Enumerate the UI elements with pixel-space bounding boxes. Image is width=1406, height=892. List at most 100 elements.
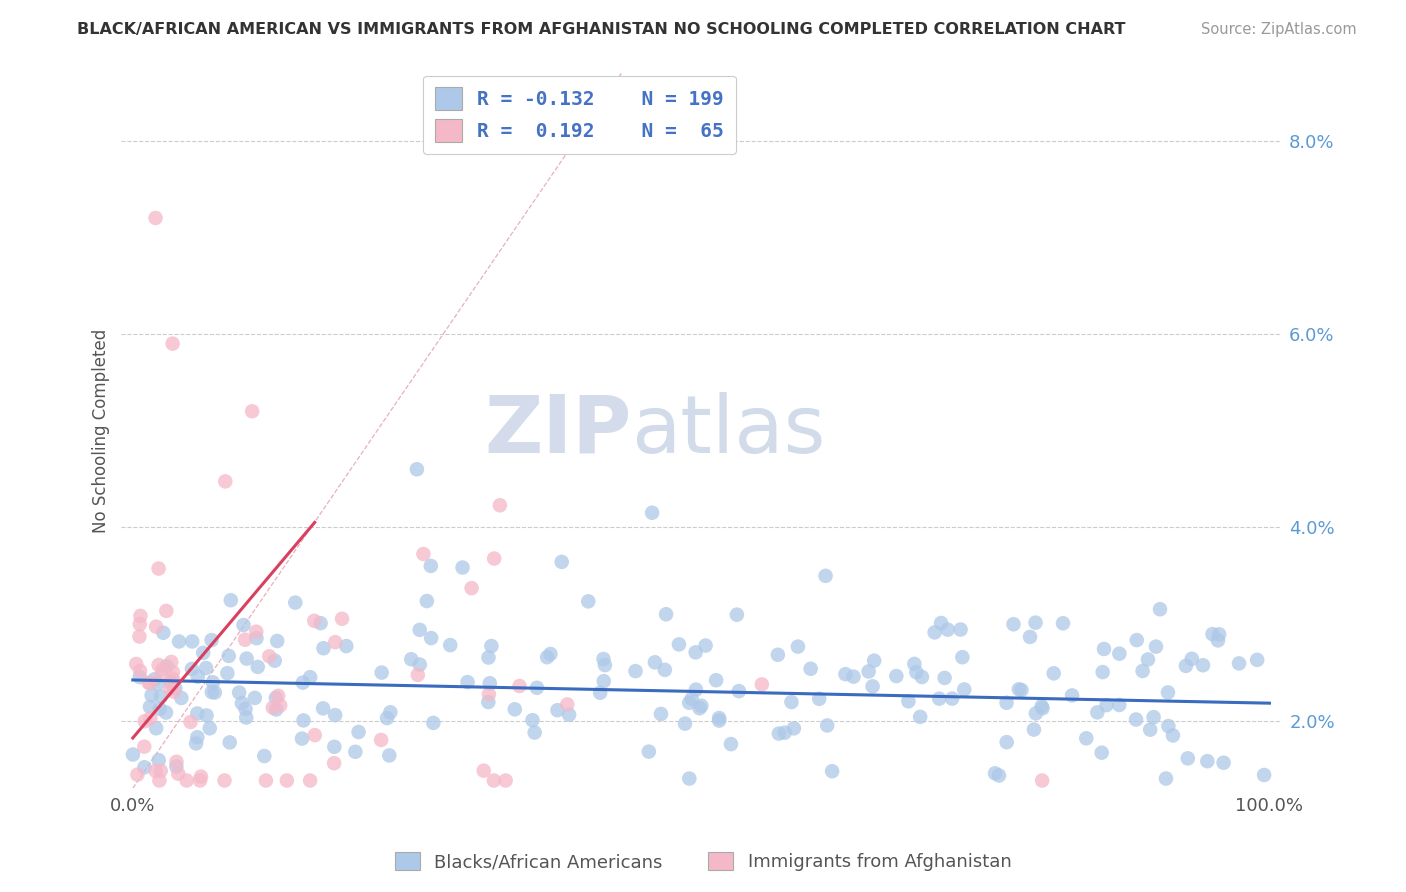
Point (1085, 706, 1108, 720)
Point (1019, 630, 1042, 644)
Point (903, 657, 925, 671)
Point (523, 725, 546, 739)
Point (155, 604, 177, 618)
Point (1149, 602, 1171, 616)
Point (267, 689, 290, 703)
Point (1024, 615, 1046, 630)
Point (186, 706, 208, 721)
Point (335, 639, 357, 653)
Point (439, 638, 461, 652)
Point (503, 702, 526, 716)
Point (201, 633, 224, 648)
Point (264, 702, 287, 716)
Point (198, 721, 221, 735)
Point (834, 667, 856, 681)
Point (370, 665, 392, 680)
Point (232, 618, 254, 632)
Point (863, 654, 886, 668)
Point (217, 666, 239, 681)
Point (235, 710, 257, 724)
Point (821, 764, 844, 779)
Point (477, 695, 499, 709)
Point (416, 594, 439, 608)
Point (181, 634, 204, 648)
Point (457, 675, 479, 690)
Point (420, 631, 443, 645)
Point (128, 670, 150, 684)
Point (929, 615, 952, 630)
Point (751, 677, 773, 691)
Point (312, 701, 335, 715)
Point (1091, 746, 1114, 760)
Point (460, 581, 482, 595)
Point (1002, 617, 1025, 632)
Point (592, 674, 614, 689)
Point (406, 462, 429, 476)
Point (254, 773, 277, 788)
Point (995, 696, 1018, 710)
Point (412, 547, 434, 561)
Point (375, 711, 398, 725)
Point (201, 685, 224, 699)
Point (551, 555, 574, 569)
Point (186, 731, 208, 745)
Point (370, 733, 392, 747)
Point (988, 768, 1011, 782)
Point (1157, 719, 1180, 733)
Point (323, 756, 346, 771)
Point (218, 735, 240, 749)
Point (159, 675, 181, 690)
Point (815, 718, 838, 732)
Point (451, 560, 474, 574)
Point (536, 650, 558, 665)
Point (264, 690, 287, 705)
Point (482, 551, 505, 566)
Point (162, 674, 184, 689)
Point (472, 764, 495, 778)
Point (231, 696, 253, 710)
Text: atlas: atlas (631, 392, 825, 469)
Point (650, 706, 672, 721)
Point (159, 681, 181, 696)
Point (905, 665, 928, 680)
Point (344, 745, 367, 759)
Point (166, 755, 188, 769)
Point (1092, 642, 1115, 657)
Point (253, 749, 276, 764)
Point (128, 617, 150, 632)
Point (134, 739, 156, 754)
Point (995, 735, 1018, 749)
Point (538, 647, 561, 661)
Point (728, 684, 751, 698)
Point (950, 650, 973, 665)
Point (593, 658, 616, 673)
Point (195, 661, 218, 675)
Point (1206, 633, 1229, 648)
Point (908, 710, 931, 724)
Point (233, 632, 256, 647)
Point (558, 707, 581, 722)
Point (1052, 616, 1074, 631)
Point (150, 668, 173, 682)
Text: ZIP: ZIP (484, 392, 631, 469)
Point (204, 685, 226, 699)
Point (495, 773, 517, 788)
Point (1253, 768, 1275, 782)
Point (1201, 627, 1223, 641)
Point (156, 659, 179, 673)
Point (143, 673, 166, 687)
Point (167, 766, 190, 780)
Point (678, 772, 700, 786)
Point (689, 701, 711, 715)
Point (949, 623, 972, 637)
Point (478, 676, 501, 690)
Point (378, 748, 401, 763)
Point (246, 660, 269, 674)
Point (704, 673, 727, 688)
Point (152, 662, 174, 676)
Point (193, 646, 215, 660)
Point (644, 656, 666, 670)
Point (309, 616, 332, 631)
Point (773, 725, 796, 739)
Point (886, 669, 908, 683)
